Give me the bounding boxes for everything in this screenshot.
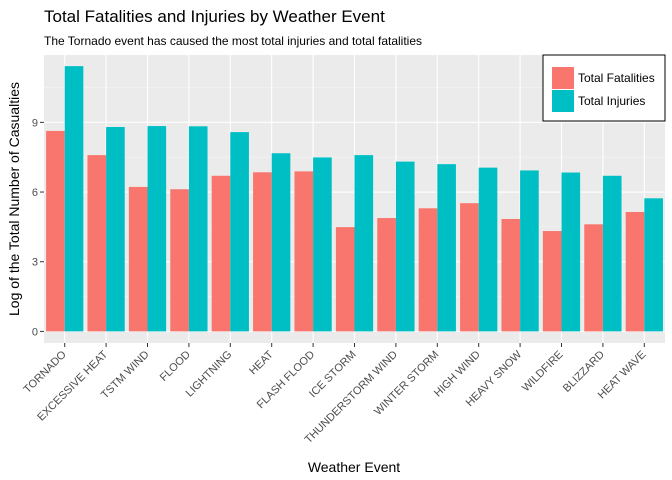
y-tick-label: 9: [32, 117, 38, 129]
bar-total-injuries: [520, 170, 539, 332]
y-axis-ticks: 0 3 6 9: [32, 117, 44, 338]
bar-total-fatalities: [211, 175, 231, 332]
bar-total-fatalities: [253, 172, 272, 332]
legend-key-total-injuries: [552, 90, 574, 112]
bar-total-injuries: [313, 157, 332, 332]
bar-total-injuries: [395, 161, 415, 332]
bar-total-injuries: [271, 153, 291, 332]
bars: [46, 66, 663, 332]
bar-total-fatalities: [377, 218, 396, 332]
bar-total-injuries: [602, 175, 622, 332]
bar-total-fatalities: [170, 189, 189, 332]
bar-total-injuries: [437, 164, 456, 332]
bar-total-fatalities: [128, 186, 148, 332]
bar-total-injuries: [64, 66, 84, 332]
bar-total-injuries: [561, 172, 581, 332]
chart-title: Total Fatalities and Injuries by Weather…: [44, 7, 385, 26]
bar-total-fatalities: [625, 212, 645, 332]
x-axis-title: Weather Event: [308, 459, 400, 475]
x-tick-label: EXCESSIVE HEAT: [35, 348, 110, 423]
bar-total-injuries: [644, 198, 663, 332]
legend-key-total-fatalities: [552, 67, 574, 89]
bar-total-fatalities: [335, 227, 355, 332]
bar-total-injuries: [147, 126, 167, 332]
bar-total-injuries: [354, 155, 374, 332]
bar-total-fatalities: [418, 208, 438, 332]
chart-subtitle: The Tornado event has caused the most to…: [44, 34, 422, 48]
bar-total-fatalities: [294, 171, 314, 332]
legend-label-total-injuries: Total Injuries: [578, 94, 645, 108]
legend-label-total-fatalities: Total Fatalities: [578, 71, 655, 85]
bar-total-fatalities: [46, 130, 65, 332]
bar-total-fatalities: [460, 203, 479, 332]
y-axis-title: Log of the Total Number of Casualties: [6, 82, 22, 316]
bar-total-injuries: [188, 126, 208, 332]
bar-total-injuries: [230, 132, 249, 332]
bar-total-fatalities: [87, 155, 107, 332]
y-tick-label: 6: [32, 187, 38, 199]
bar-total-fatalities: [542, 231, 562, 332]
bar-total-injuries: [478, 167, 498, 332]
y-tick-label: 3: [32, 257, 38, 269]
bar-total-fatalities: [501, 218, 521, 332]
bar-total-injuries: [106, 127, 125, 332]
y-tick-label: 0: [32, 326, 38, 338]
x-tick-label: HEAT: [247, 348, 276, 377]
bar-total-fatalities: [584, 224, 603, 332]
x-tick-label: WILDFIRE: [520, 349, 566, 395]
x-tick-label: FLOOD: [158, 349, 193, 384]
legend: Total Fatalities Total Injuries: [542, 54, 666, 122]
